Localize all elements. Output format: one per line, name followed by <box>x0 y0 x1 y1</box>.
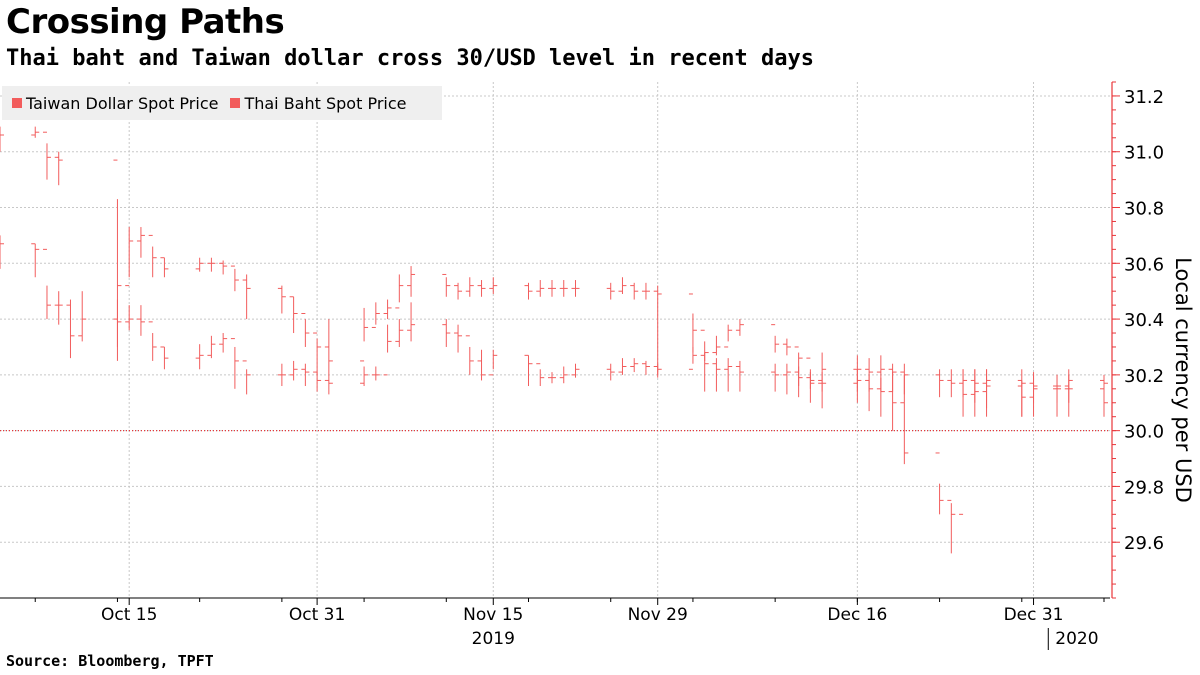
x-tick-label: Nov 29 <box>628 605 688 625</box>
y-tick-label: 30.6 <box>1124 254 1164 275</box>
y-tick-label: 30.0 <box>1124 422 1164 443</box>
legend-item-thai-baht[interactable]: Thai Baht Spot Price <box>230 94 406 113</box>
y-tick-label: 31.0 <box>1124 143 1164 164</box>
y-tick-label: 29.6 <box>1124 533 1164 554</box>
legend-label-taiwan-dollar: Taiwan Dollar Spot Price <box>26 93 219 113</box>
y-tick-label: 30.2 <box>1124 366 1164 387</box>
y-tick-label: 30.4 <box>1124 310 1164 331</box>
chart-legend: Taiwan Dollar Spot Price Thai Baht Spot … <box>2 86 442 120</box>
source-note: Source: Bloomberg, TPFT <box>6 652 214 670</box>
legend-swatch-thai-baht <box>230 98 241 108</box>
chart-title: Crossing Paths <box>6 2 285 42</box>
legend-swatch-taiwan-dollar <box>12 98 22 108</box>
year-label: 2020 <box>1055 629 1098 649</box>
y-tick-label: 31.2 <box>1124 87 1164 108</box>
x-tick-label: Oct 15 <box>101 605 157 625</box>
y-tick-label: 29.8 <box>1124 477 1164 498</box>
x-tick-label: Nov 15 <box>463 605 523 625</box>
chart-subtitle: Thai baht and Taiwan dollar cross 30/USD… <box>6 46 814 71</box>
x-tick-label: Dec 16 <box>827 605 887 625</box>
legend-label-thai-baht: Thai Baht Spot Price <box>244 93 407 113</box>
y-axis-title: Local currency per USD <box>1171 257 1195 503</box>
year-label: 2019 <box>472 629 515 649</box>
legend-item-taiwan-dollar[interactable]: Taiwan Dollar Spot Price <box>12 94 218 113</box>
y-tick-label: 30.8 <box>1124 199 1164 220</box>
x-tick-label: Dec 31 <box>1004 605 1064 625</box>
x-tick-label: Oct 31 <box>289 605 345 625</box>
